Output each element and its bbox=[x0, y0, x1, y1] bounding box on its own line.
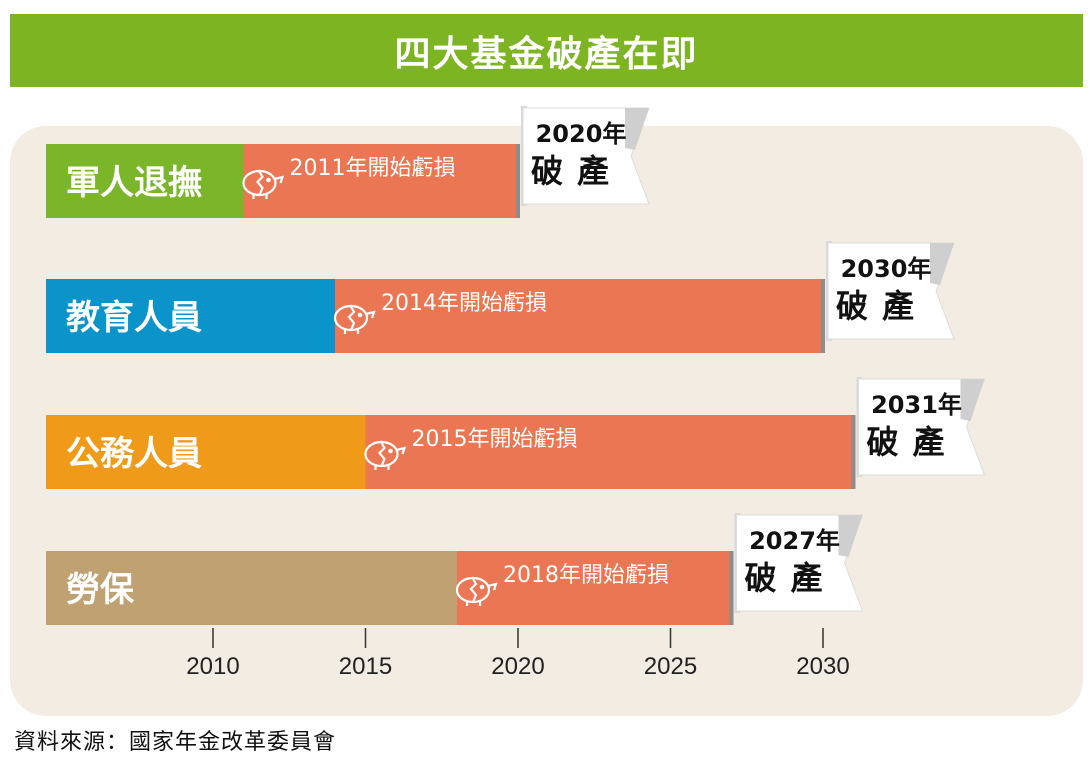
fund-label: 勞保 bbox=[66, 570, 135, 610]
bar-end-line bbox=[821, 279, 825, 353]
flag-fold-shadow bbox=[838, 515, 863, 557]
bar-segment-funded bbox=[46, 279, 335, 353]
bar-segment-deficit bbox=[243, 144, 518, 218]
title-bar: 四大基金破產在即 bbox=[10, 14, 1083, 87]
flag-fold-shadow bbox=[625, 108, 649, 150]
bar-segment-funded bbox=[46, 551, 457, 625]
bar-segment-funded bbox=[46, 144, 244, 218]
broken-piggy-bank-icon bbox=[455, 576, 498, 606]
deficit-label: 2014年開始虧損 bbox=[381, 291, 547, 316]
fund-label: 軍人退撫 bbox=[66, 163, 202, 203]
bar-end-line bbox=[516, 144, 520, 218]
flag-text: 破產 bbox=[866, 423, 958, 461]
bar-segment-funded bbox=[46, 415, 366, 489]
flag-fold-shadow bbox=[960, 379, 985, 421]
x-tick-label: 2025 bbox=[644, 653, 697, 680]
bar-segment-deficit bbox=[365, 415, 854, 489]
deficit-label: 2018年開始虧損 bbox=[503, 563, 669, 588]
flag-year: 2030年 bbox=[841, 255, 932, 283]
broken-piggy-bank-icon bbox=[364, 440, 407, 470]
bar-end-line bbox=[851, 415, 856, 489]
bar-segment-deficit bbox=[335, 279, 823, 353]
fund-label: 教育人員 bbox=[66, 298, 202, 338]
x-tick-label: 2020 bbox=[491, 653, 544, 680]
flag-fold-shadow bbox=[930, 243, 954, 285]
flag-year: 2027年 bbox=[749, 527, 840, 555]
flag-year: 2031年 bbox=[871, 391, 962, 419]
deficit-label: 2015年開始虧損 bbox=[412, 427, 578, 452]
x-tick-label: 2010 bbox=[186, 653, 239, 680]
deficit-label: 2011年開始虧損 bbox=[290, 156, 456, 181]
broken-piggy-bank-icon bbox=[242, 169, 285, 199]
x-tick-label: 2030 bbox=[796, 653, 849, 680]
bar-segment-deficit bbox=[457, 551, 732, 625]
broken-piggy-bank-icon bbox=[333, 304, 376, 334]
flag-year: 2020年 bbox=[536, 120, 627, 148]
flag-text: 破產 bbox=[744, 559, 836, 597]
bar-end-line bbox=[729, 551, 734, 625]
x-tick-label: 2015 bbox=[339, 653, 392, 680]
fund-label: 公務人員 bbox=[66, 434, 202, 474]
chart-title: 四大基金破產在即 bbox=[394, 33, 699, 75]
flag-text: 破產 bbox=[836, 287, 928, 325]
flag-text: 破產 bbox=[531, 152, 623, 190]
source-note: 資料來源：國家年金改革委員會 bbox=[14, 730, 337, 755]
